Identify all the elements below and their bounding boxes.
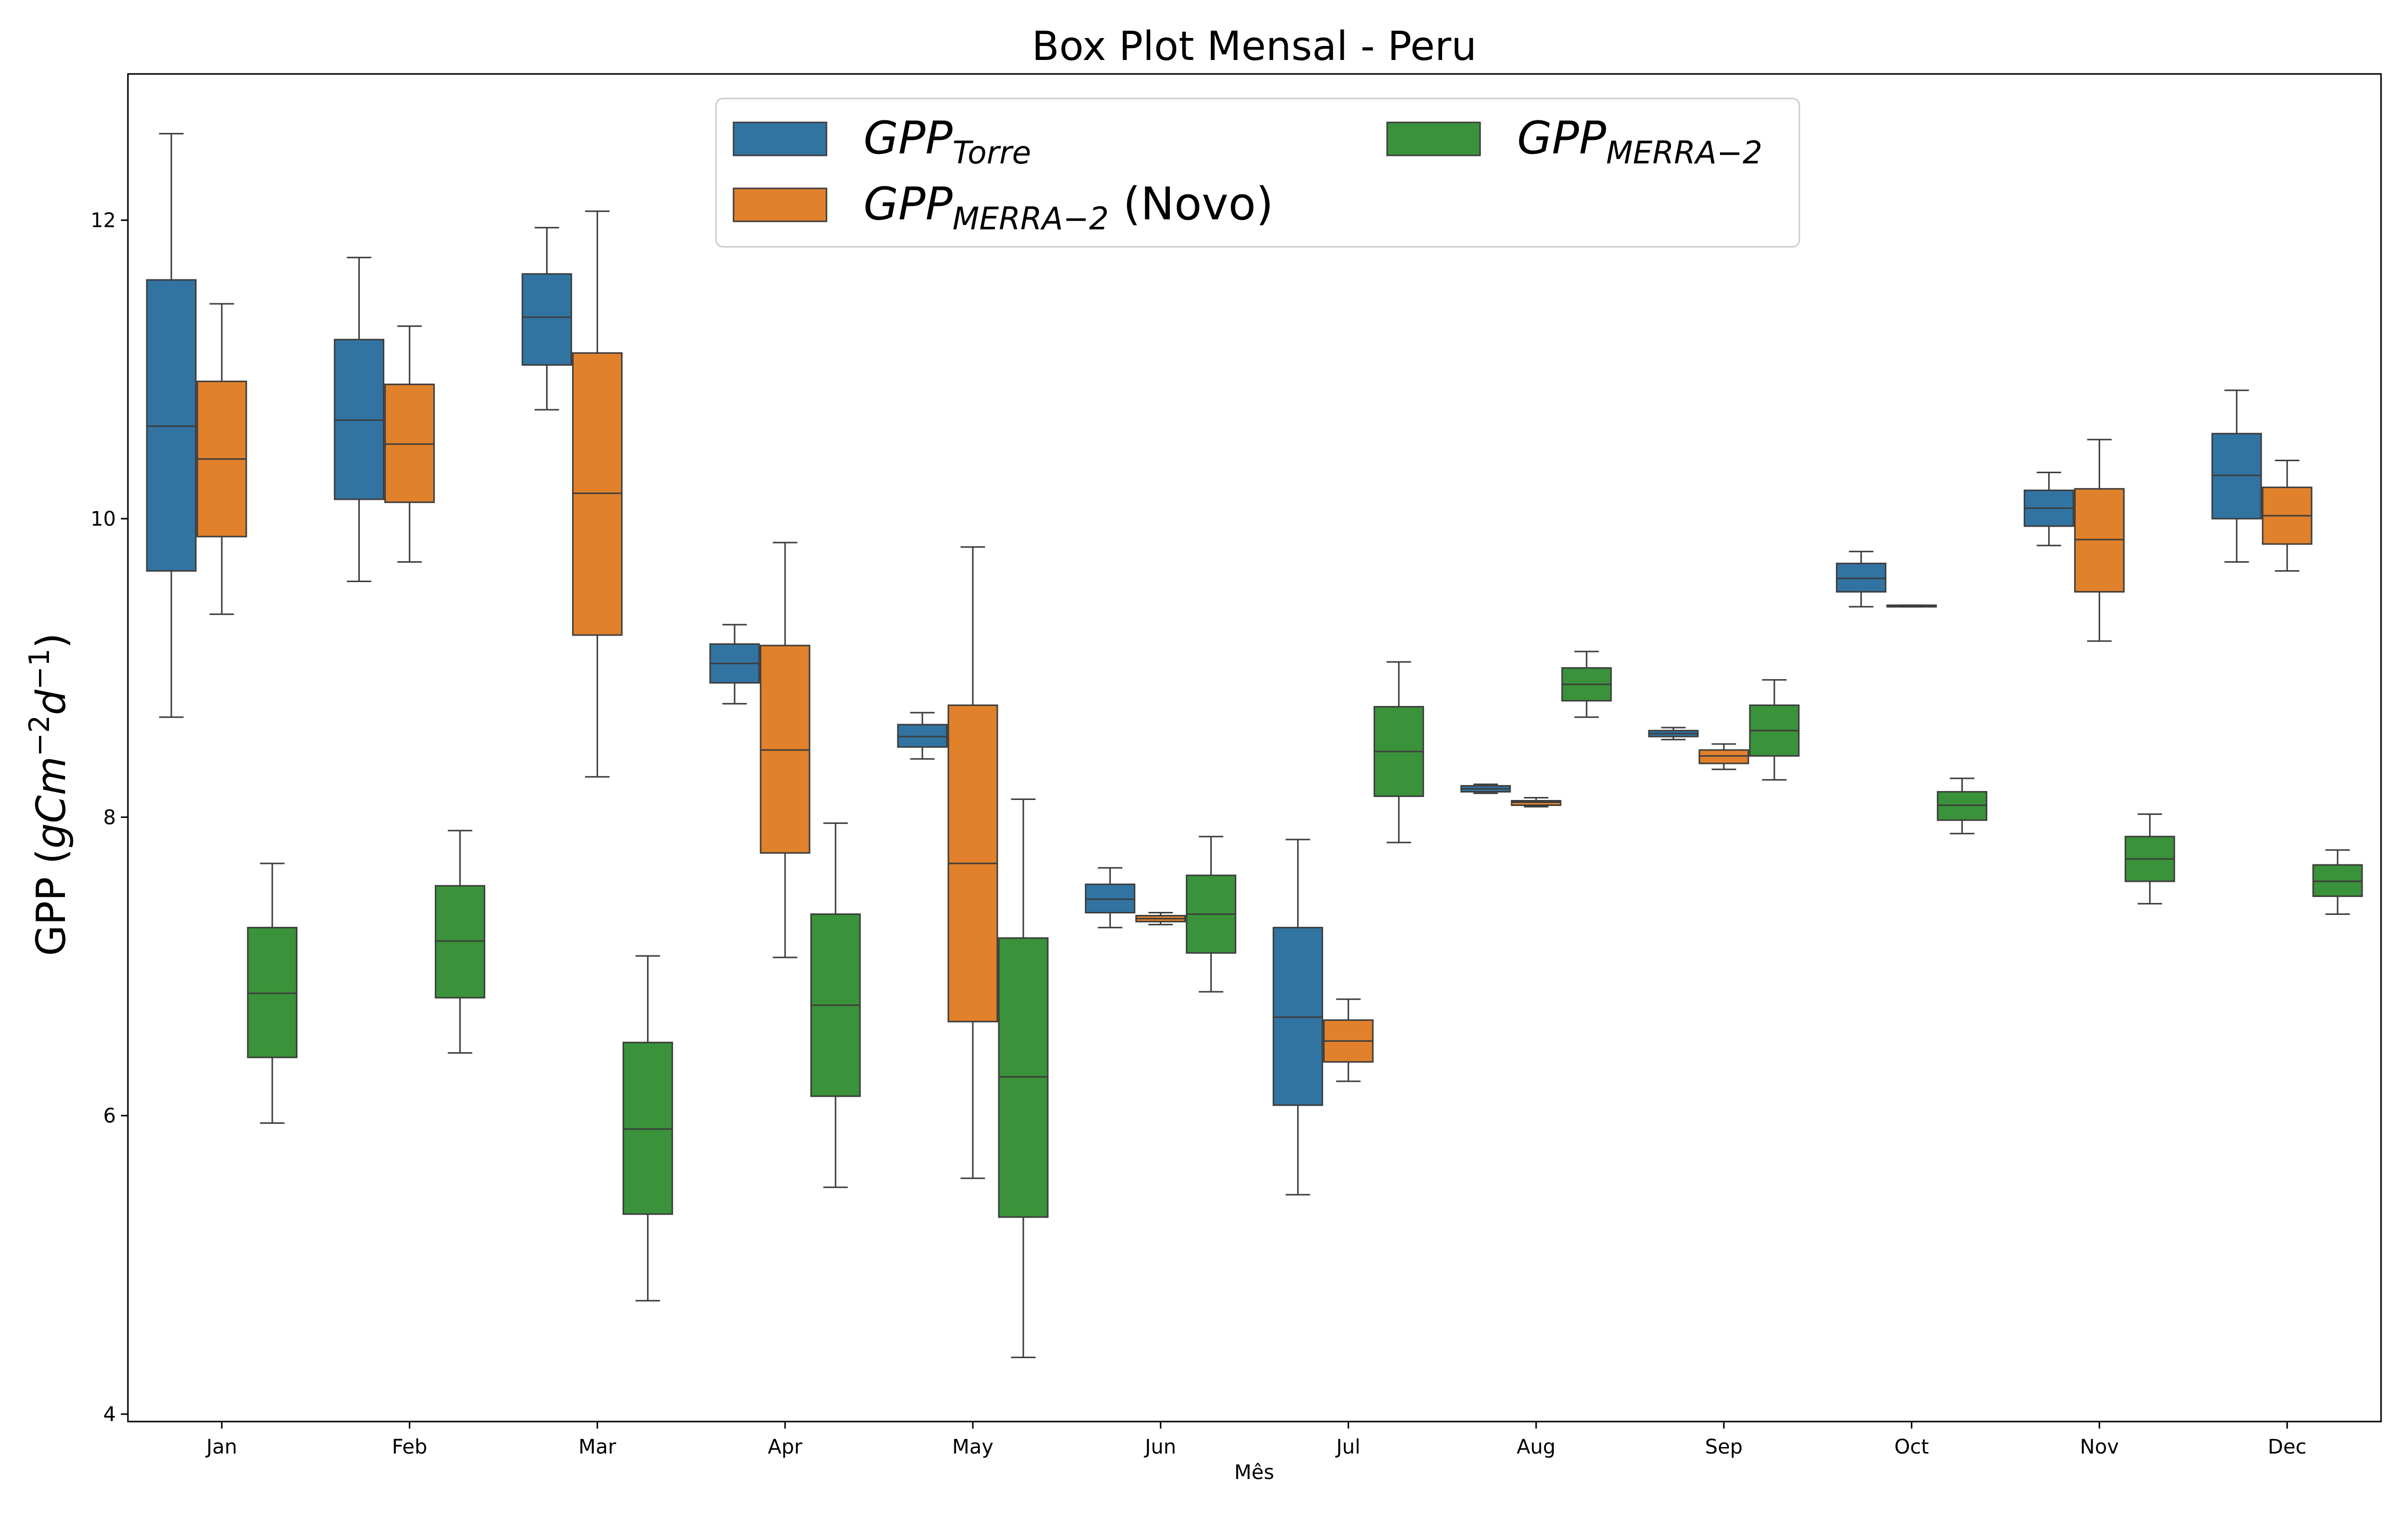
- box-aug-1: [1511, 797, 1562, 807]
- box-mar-2: [622, 955, 673, 1302]
- box-aug-0: [1460, 783, 1511, 794]
- x-tick-label: Jun: [1143, 1436, 1176, 1459]
- box-jan-1: [196, 303, 247, 615]
- box-feb-2: [435, 829, 486, 1054]
- x-tick-label: Feb: [392, 1436, 427, 1459]
- box-may-2: [998, 798, 1049, 1359]
- legend-item-2: GPPMERRA−2: [1386, 112, 1762, 171]
- legend-swatch: [1386, 121, 1481, 156]
- x-tick-label: May: [952, 1436, 994, 1459]
- plot-area: 4 6 8 10 12 Jan Feb Mar Apr May Jun Jul Aug Sep Oct Nov…: [90, 73, 2382, 1459]
- box-jul-2: [1373, 661, 1424, 843]
- box-oct-2: [1937, 777, 1988, 834]
- x-tick-label: Aug: [1517, 1436, 1556, 1459]
- box-mar-1: [572, 210, 623, 778]
- y-tick-label: 8: [103, 806, 116, 829]
- box-jun-2: [1186, 835, 1237, 993]
- x-tick-label: Oct: [1894, 1436, 1929, 1459]
- box-may-0: [897, 712, 948, 760]
- legend-label: GPPMERRA−2 (Novo): [863, 178, 1273, 237]
- box-nov-2: [2124, 813, 2175, 905]
- box-nov-1: [2074, 439, 2125, 642]
- box-jul-1: [1323, 998, 1374, 1082]
- plot-frame: [127, 73, 2382, 1423]
- x-tick-label: Apr: [768, 1436, 803, 1459]
- x-tick-label: Sep: [1705, 1436, 1742, 1459]
- box-jun-0: [1085, 867, 1136, 928]
- box-jan-2: [247, 862, 298, 1124]
- y-tick-label: 6: [103, 1105, 116, 1128]
- legend-item-1: GPPMERRA−2 (Novo): [733, 178, 1273, 237]
- box-apr-0: [709, 624, 760, 705]
- box-nov-0: [2023, 471, 2074, 547]
- legend-swatch: [733, 187, 827, 222]
- legend-label: GPPTorre: [863, 112, 1031, 171]
- x-tick-label: Jan: [205, 1436, 237, 1459]
- box-sep-0: [1648, 727, 1699, 741]
- y-tick-label: 4: [103, 1403, 116, 1426]
- box-may-1: [947, 546, 998, 1179]
- y-tick-label: 10: [90, 508, 116, 531]
- x-tick-label: Dec: [2268, 1436, 2306, 1459]
- box-apr-1: [760, 542, 810, 958]
- x-axis-label: Mês: [1234, 1461, 1274, 1484]
- box-sep-2: [1749, 679, 1800, 781]
- box-dec-2: [2312, 849, 2363, 915]
- x-tick-label: Nov: [2080, 1436, 2119, 1459]
- legend-frame: [715, 97, 1800, 248]
- legend: GPPTorre GPPMERRA−2 (Novo) GPPMERRA−2: [715, 97, 1800, 248]
- legend-label: GPPMERRA−2: [1517, 112, 1762, 171]
- box-feb-0: [334, 256, 385, 582]
- x-tick-label: Mar: [579, 1436, 617, 1459]
- box-oct-0: [1836, 551, 1887, 608]
- box-jul-0: [1272, 838, 1323, 1196]
- box-oct-1: [1886, 604, 1937, 608]
- svg-text:GPP (gCm−2d−1): GPP (gCm−2d−1): [23, 633, 74, 956]
- box-apr-2: [810, 822, 861, 1188]
- box-aug-2: [1561, 651, 1612, 718]
- box-jun-1: [1135, 912, 1186, 925]
- box-sep-1: [1698, 743, 1749, 770]
- box-dec-1: [2262, 460, 2313, 572]
- legend-item-0: GPPTorre: [733, 112, 1031, 171]
- y-tick-label: 12: [90, 209, 116, 232]
- legend-swatch: [733, 121, 827, 156]
- y-axis-label: GPP (gCm−2d−1): [23, 633, 74, 956]
- box-jan-0: [146, 132, 197, 718]
- box-dec-0: [2211, 389, 2262, 563]
- box-body: [521, 273, 572, 366]
- box-feb-1: [384, 325, 435, 563]
- chart-title: Box Plot Mensal - Peru: [1032, 23, 1477, 69]
- x-tick-label: Jul: [1335, 1436, 1360, 1459]
- box-mar-0: [521, 227, 572, 411]
